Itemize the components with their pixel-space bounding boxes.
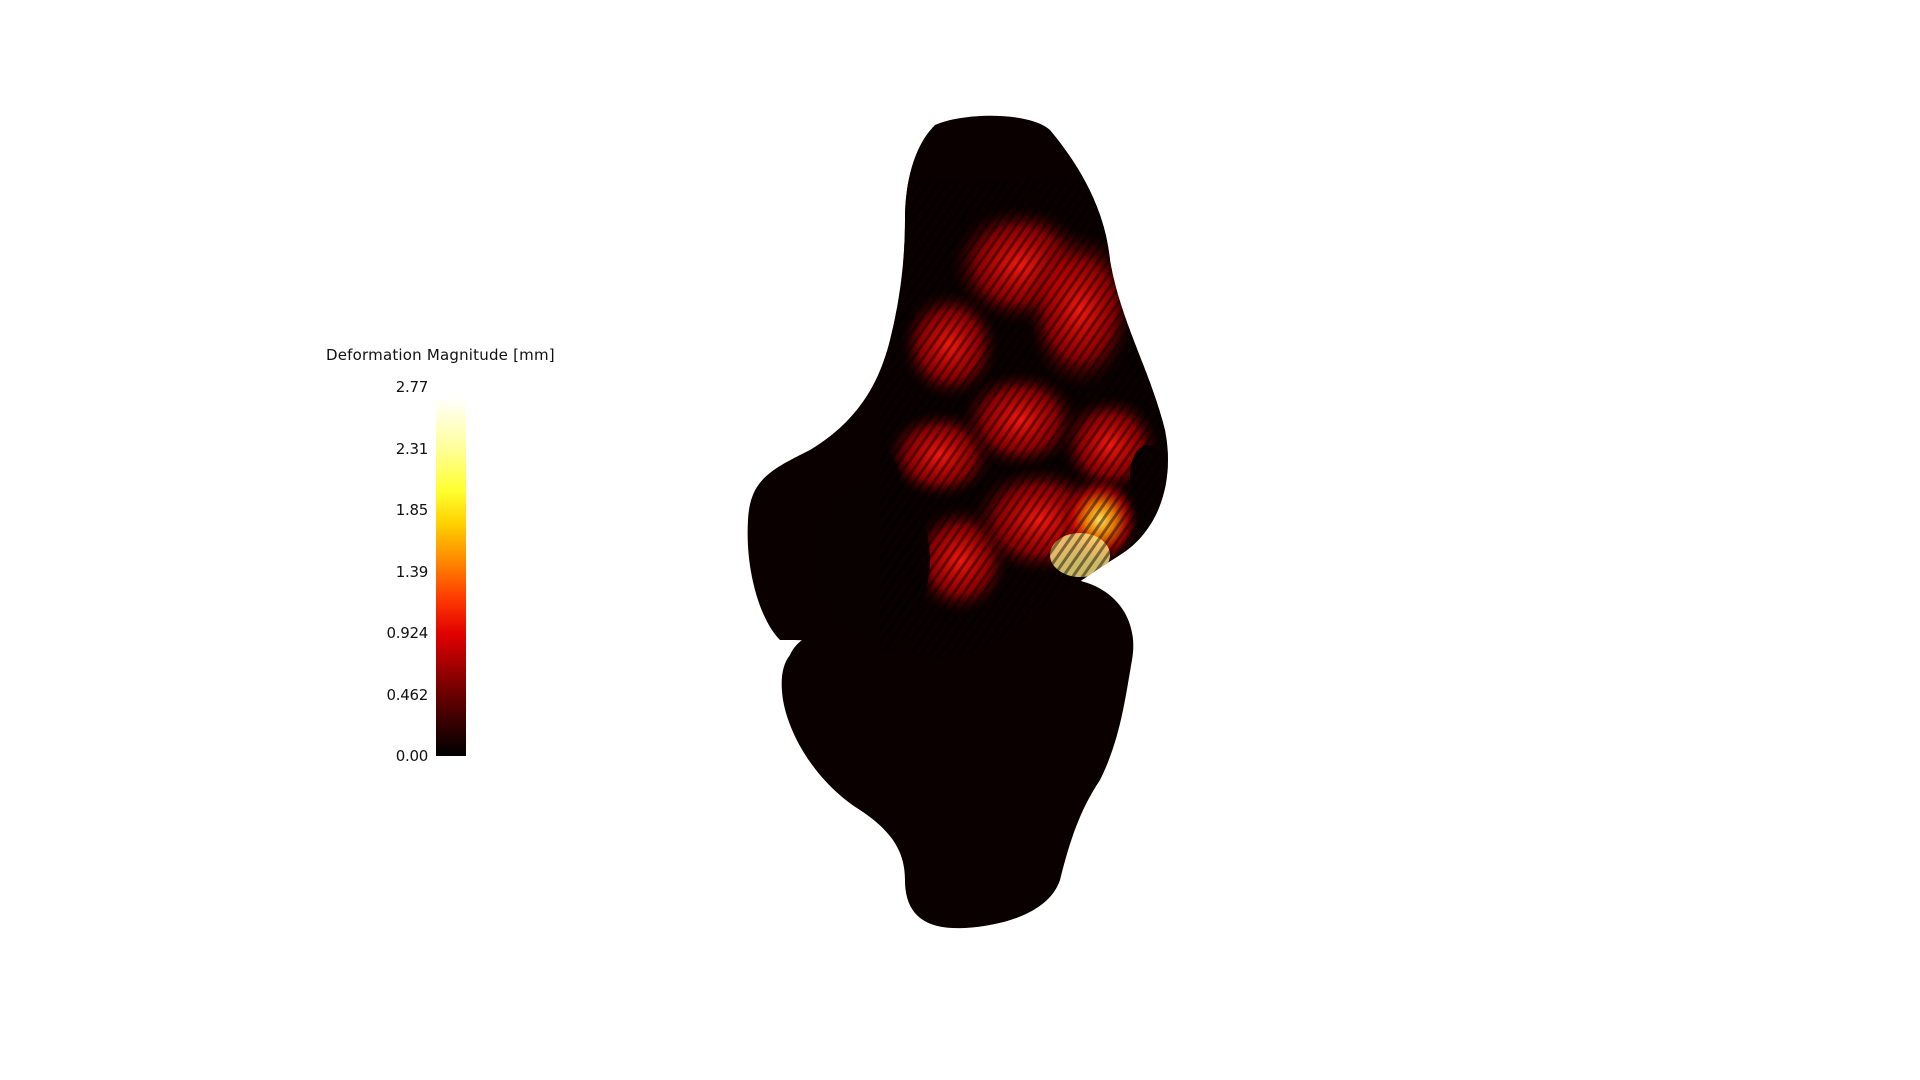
colorbar-tick-label: 0.924 bbox=[386, 624, 429, 642]
colorbar-tick-label: 2.31 bbox=[395, 440, 429, 458]
colorbar-legend: Deformation Magnitude [mm] 2.77 2.31 1.8… bbox=[318, 342, 578, 772]
lower-body-shape bbox=[781, 578, 1134, 929]
heat-regions bbox=[810, 130, 1168, 659]
colorbar-tick-label: 1.39 bbox=[395, 563, 429, 581]
colorbar-tick-label: 0.00 bbox=[395, 747, 429, 765]
colorbar-gradient bbox=[436, 398, 466, 756]
colorbar-tick-label: 1.85 bbox=[395, 501, 429, 519]
legend-title: Deformation Magnitude [mm] bbox=[326, 346, 555, 364]
colorbar-tick-label: 0.462 bbox=[386, 686, 429, 704]
colorbar-tick-label: 2.77 bbox=[395, 378, 429, 396]
